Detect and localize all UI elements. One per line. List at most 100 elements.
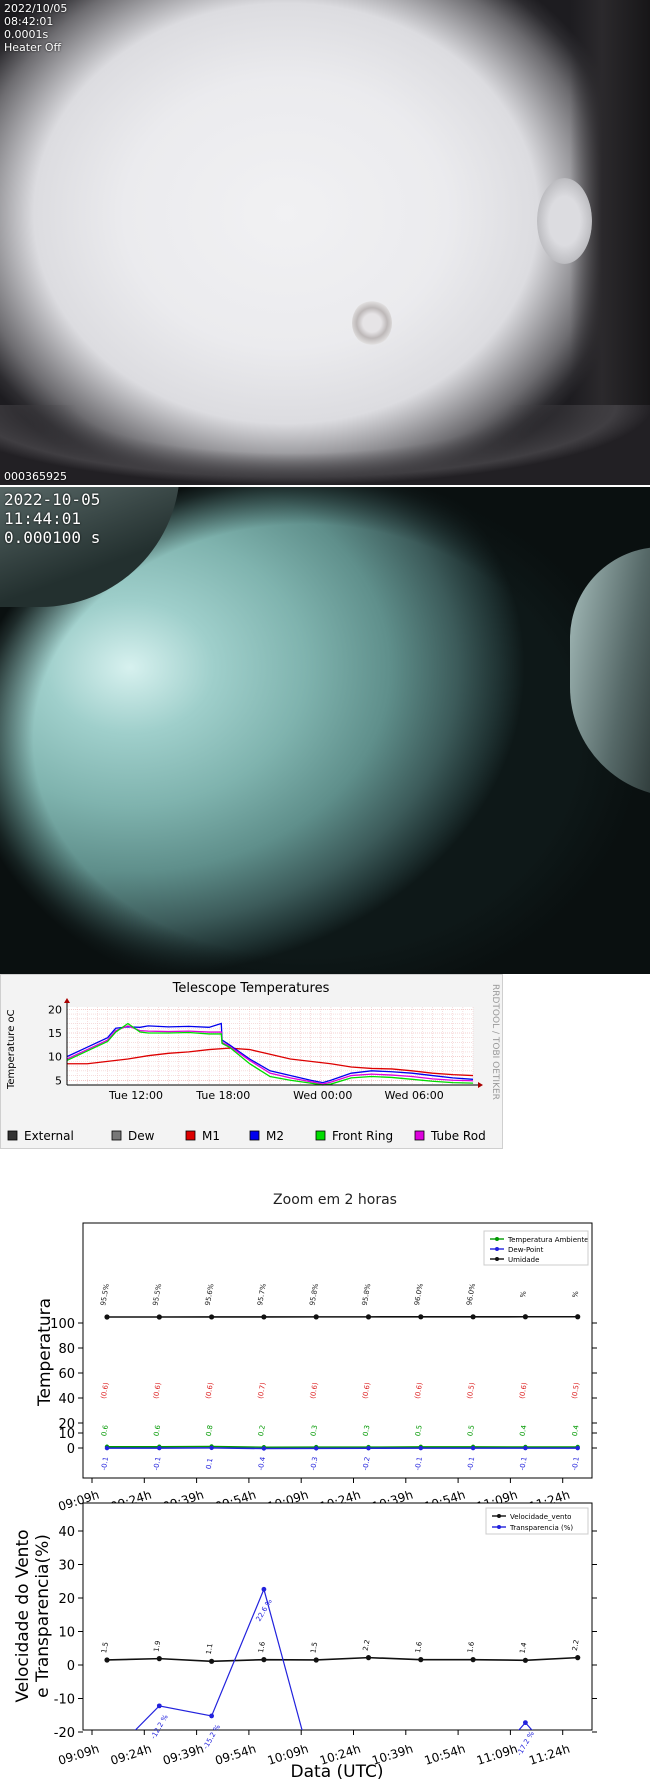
camera-1-exposure: 0.0001s: [4, 28, 67, 41]
x-tick-label: 11:09h: [475, 1742, 519, 1768]
camera-1-bright-blob: [537, 178, 592, 264]
y-tick-label: 100: [50, 1317, 75, 1332]
umidade-point: [314, 1314, 319, 1319]
x-tick-label: Tue 12:00: [108, 1089, 163, 1102]
camera-1-time: 08:42:01: [4, 15, 67, 28]
dew-point-point: [105, 1446, 109, 1450]
camera-1-date: 2022/10/05: [4, 2, 67, 15]
legend-label: Dew: [128, 1129, 155, 1143]
transparencia-point: [262, 1587, 267, 1592]
x-tick-label: Wed 06:00: [385, 1089, 444, 1102]
y-tick-label: 10: [48, 1051, 62, 1064]
velocidade-vento-point: [157, 1656, 162, 1661]
y-tick-label: 60: [58, 1367, 75, 1382]
x-tick-label: 09:39h: [161, 1742, 205, 1768]
y-tick-label: 20: [48, 1003, 62, 1016]
legend-swatch: [8, 1131, 17, 1140]
legend-marker: [495, 1237, 499, 1241]
umidade-point: [366, 1314, 371, 1319]
transparencia-point: [157, 1703, 162, 1708]
y-tick-label: 5: [55, 1074, 62, 1087]
temperatura-ambiente-line: [107, 1447, 578, 1448]
wind-y-label-line1: Velocidade do Vento: [13, 1529, 33, 1702]
wind-y-label-line2: e Transparencia(%): [33, 1534, 53, 1698]
telescope-temperatures-chart: Telescope Temperatures Temperature oC RR…: [0, 974, 503, 1149]
legend-label: External: [24, 1129, 74, 1143]
y-tick-label: 40: [58, 1392, 75, 1407]
x-tick-label: Wed 00:00: [293, 1089, 352, 1102]
legend-swatch: [186, 1131, 195, 1140]
legend-marker: [495, 1247, 499, 1251]
dew-point-point: [366, 1446, 370, 1450]
x-tick-label: 09:09h: [56, 1742, 100, 1768]
allsky-camera-2-image: 2022-10-05 11:44:01 0.000100 s: [0, 487, 650, 974]
umidade-point: [261, 1314, 266, 1319]
dew-point-point: [471, 1446, 475, 1450]
umidade-point: [418, 1314, 423, 1319]
legend-label: Dew-Point: [508, 1246, 544, 1254]
legend-swatch: [250, 1131, 259, 1140]
legend-label: Velocidade_vento: [510, 1513, 571, 1521]
umidade-point: [575, 1314, 580, 1319]
legend-marker: [495, 1257, 499, 1261]
velocidade-vento-point: [523, 1658, 528, 1663]
y-axis-label: Temperature oC: [6, 1009, 17, 1090]
camera-2-info: 2022-10-05 11:44:01 0.000100 s: [4, 490, 100, 547]
umidade-point: [471, 1314, 476, 1319]
umidade-point: [209, 1314, 214, 1319]
velocidade-vento-point: [261, 1657, 266, 1662]
x-tick-label: 11:24h: [527, 1742, 571, 1768]
allsky-camera-1-image: 2022/10/05 08:42:01 0.0001s Heater Off 0…: [0, 0, 650, 485]
legend-swatch: [415, 1131, 424, 1140]
y-tick-label: 0: [67, 1442, 75, 1457]
y-tick-label: 20: [58, 1592, 75, 1607]
velocidade-vento-point: [418, 1657, 423, 1662]
legend-marker: [497, 1514, 501, 1518]
velocidade-vento-point: [366, 1655, 371, 1660]
legend-marker: [497, 1525, 501, 1529]
weather-zoom-svg: Zoom em 2 horas Temperatura 010204060801…: [0, 1180, 650, 1783]
camera-1-lens-spot: [352, 300, 392, 346]
transparencia-point: [523, 1720, 528, 1725]
legend-label: Front Ring: [332, 1129, 393, 1143]
dew-point-point: [157, 1446, 161, 1450]
y-tick-label: 0: [67, 1659, 75, 1674]
y-tick-label: -20: [54, 1726, 75, 1741]
dew-point-point: [314, 1446, 318, 1450]
camera-2-exposure: 0.000100 s: [4, 528, 100, 547]
velocidade-vento-point: [575, 1655, 580, 1660]
umidade-point: [104, 1314, 109, 1319]
x-axis-label: Data (UTC): [291, 1762, 384, 1782]
y-tick-label: 10: [58, 1626, 75, 1641]
velocidade-vento-point: [471, 1657, 476, 1662]
legend-label: Tube Rod: [430, 1129, 486, 1143]
wind-transparency-plot-frame: [83, 1503, 592, 1730]
rrdtool-watermark: RRDTOOL / TOBI OETIKER: [490, 984, 500, 1100]
velocidade-vento-point: [314, 1657, 319, 1662]
camera-1-dome-bottom: [0, 405, 650, 485]
y-tick-label: -10: [54, 1693, 75, 1708]
legend-label: M2: [266, 1129, 284, 1143]
y-tick-label: 20: [58, 1417, 75, 1432]
x-tick-label: 10:39h: [370, 1742, 414, 1768]
legend-label: M1: [202, 1129, 220, 1143]
x-tick-label: Tue 18:00: [195, 1089, 250, 1102]
y-tick-label: 80: [58, 1342, 75, 1357]
camera-1-info: 2022/10/05 08:42:01 0.0001s Heater Off: [4, 2, 67, 54]
dew-point-line: [107, 1448, 578, 1449]
dew-point-point: [209, 1446, 213, 1450]
x-tick-label: 09:24h: [109, 1742, 153, 1768]
zoom-title: Zoom em 2 horas: [273, 1192, 397, 1208]
camera-2-date: 2022-10-05: [4, 490, 100, 509]
umidade-point: [157, 1314, 162, 1319]
legend-swatch: [316, 1131, 325, 1140]
chart-title: Telescope Temperatures: [172, 981, 330, 996]
y-tick-label: 40: [58, 1525, 75, 1540]
dew-point-point: [419, 1446, 423, 1450]
legend-swatch: [112, 1131, 121, 1140]
legend-label: Umidade: [508, 1256, 539, 1264]
y-tick-label: 30: [58, 1559, 75, 1574]
transparencia-point: [209, 1714, 214, 1719]
legend-label: Transparencia (%): [509, 1524, 573, 1532]
